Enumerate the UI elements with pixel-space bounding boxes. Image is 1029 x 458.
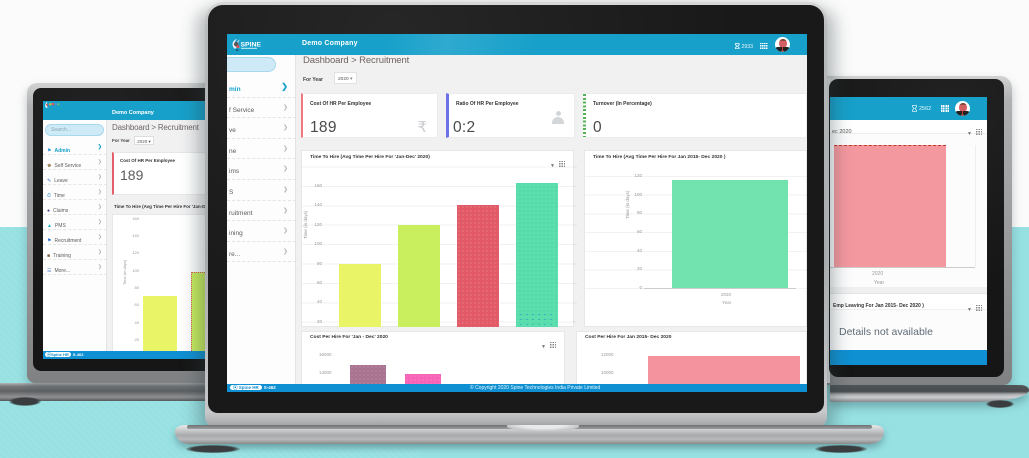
svg-text:SPINE: SPINE	[241, 42, 262, 49]
